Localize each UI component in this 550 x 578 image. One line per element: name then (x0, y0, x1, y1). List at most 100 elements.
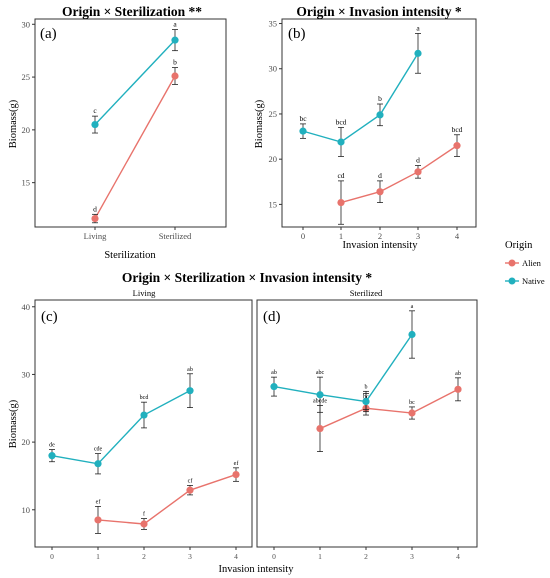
data-point-alien (140, 520, 148, 528)
x-tick-label: 1 (96, 552, 100, 561)
data-point-native (414, 49, 422, 57)
x-tick-label: 0 (301, 231, 305, 241)
data-point-alien (91, 214, 99, 223)
significance-letter: a (173, 20, 177, 29)
data-point-alien (454, 385, 462, 393)
significance-letter: ef (96, 498, 101, 505)
legend: Origin Alien Native (505, 240, 545, 286)
y-tick-label: 30 (22, 19, 31, 29)
data-point-native (376, 111, 384, 119)
x-tick-label: 3 (188, 552, 192, 561)
y-tick-label: 15 (22, 178, 31, 188)
significance-letter: ef (234, 460, 239, 467)
data-point-alien (232, 470, 240, 479)
y-tick-label: 20 (22, 437, 31, 447)
panel-b-title: Origin × Invasion intensity * (296, 4, 461, 19)
panel-b-frame (281, 18, 477, 228)
panel-a-frame (34, 18, 227, 228)
x-tick-label: 0 (50, 552, 54, 561)
significance-letter: ab (187, 367, 193, 373)
y-tick-label: 30 (22, 369, 31, 379)
significance-letter: f (143, 511, 145, 518)
data-point-native (186, 387, 194, 395)
data-point-native (91, 120, 99, 129)
data-point-native (171, 36, 179, 44)
significance-letter: cd (337, 171, 344, 180)
x-tick-label: 3 (410, 552, 414, 561)
panel-a-title: Origin × Sterilization ** (62, 4, 202, 19)
data-point-native (299, 127, 307, 135)
panel-c-strip: Living (133, 288, 156, 298)
data-point-alien (376, 188, 384, 196)
panel-a-marks: d b c a (91, 20, 179, 224)
data-point-alien (408, 409, 416, 417)
significance-letter: bcd (140, 395, 149, 401)
series-line-native (51, 390, 191, 465)
significance-letter: ab (271, 370, 277, 376)
significance-letter: b (378, 94, 382, 103)
y-tick-label: 20 (269, 154, 278, 164)
significance-letter: a (416, 23, 420, 32)
series-line-native (365, 334, 413, 402)
significance-letter: a (411, 304, 414, 310)
y-tick-label: 25 (269, 109, 278, 119)
x-tick-label: 2 (364, 552, 368, 561)
panel-c-label: (c) (41, 309, 58, 325)
data-point-alien (316, 424, 324, 433)
legend-native-label: Native (522, 276, 545, 286)
panel-d-strip: Sterilized (350, 288, 383, 298)
panel-d-frame (256, 299, 478, 548)
panels-cd-xlabel: Invasion intensity (219, 564, 295, 575)
panel-b-label: (b) (288, 26, 306, 42)
significance-letter: bcd (452, 125, 463, 134)
legend-alien-point (508, 259, 516, 267)
significance-letter: b (365, 384, 368, 390)
significance-letter: c (93, 106, 97, 115)
data-point-alien (453, 142, 461, 150)
panel-a-label: (a) (40, 26, 57, 42)
data-point-native (270, 383, 278, 391)
bottom-title: Origin × Sterilization × Invasion intens… (122, 270, 372, 285)
series-line-alien (94, 75, 176, 219)
panel-b-ylabel: Biomass(g) (254, 99, 265, 148)
panel-c-frame (34, 299, 253, 548)
significance-letter: ab (455, 371, 461, 377)
data-point-native (316, 391, 324, 399)
x-tick-label: 1 (339, 231, 343, 241)
y-tick-label: 35 (269, 19, 278, 29)
x-tick-label: 4 (455, 231, 460, 241)
significance-letter: de (49, 443, 55, 449)
significance-letter: cde (94, 447, 103, 453)
panel-b-xlabel: Invasion intensity (343, 240, 419, 251)
panel-d-label: (d) (263, 309, 281, 325)
panel-a-ylabel: Biomass(g) (8, 99, 19, 148)
x-tick-label: 4 (234, 552, 238, 561)
panel-b-ticks: 15 20 25 30 35 0 1 2 3 4 (269, 19, 460, 241)
x-tick-label: 2 (378, 231, 382, 241)
panel-d-ticks: 0 1 2 3 4 (272, 547, 460, 561)
series-line-native (302, 52, 419, 143)
y-tick-label: 40 (22, 302, 31, 312)
data-point-alien (337, 198, 345, 207)
legend-alien-label: Alien (522, 258, 542, 268)
data-point-native (140, 411, 148, 419)
series-line-alien (97, 473, 237, 525)
data-point-native (362, 397, 370, 406)
y-tick-label: 10 (22, 505, 31, 515)
legend-title: Origin (505, 240, 533, 251)
x-tick-label: 1 (318, 552, 322, 561)
y-tick-label: 25 (22, 72, 31, 82)
series-line-alien (340, 145, 458, 204)
panel-b-marks: cd d d bcd bc bcd b a (299, 23, 463, 225)
data-point-alien (94, 516, 102, 524)
significance-letter: cf (188, 477, 193, 484)
series-line-alien (319, 388, 459, 430)
panel-c-ticks: 10 20 30 40 0 1 2 3 4 (22, 302, 239, 561)
x-tick-label: 4 (456, 552, 460, 561)
panel-a-ticks: 15 20 25 30 Living Sterilized (22, 19, 193, 241)
significance-letter: bcd (336, 118, 347, 127)
series-line-native (94, 39, 176, 126)
panel-c-ylabel: Biomass(g) (8, 399, 19, 448)
